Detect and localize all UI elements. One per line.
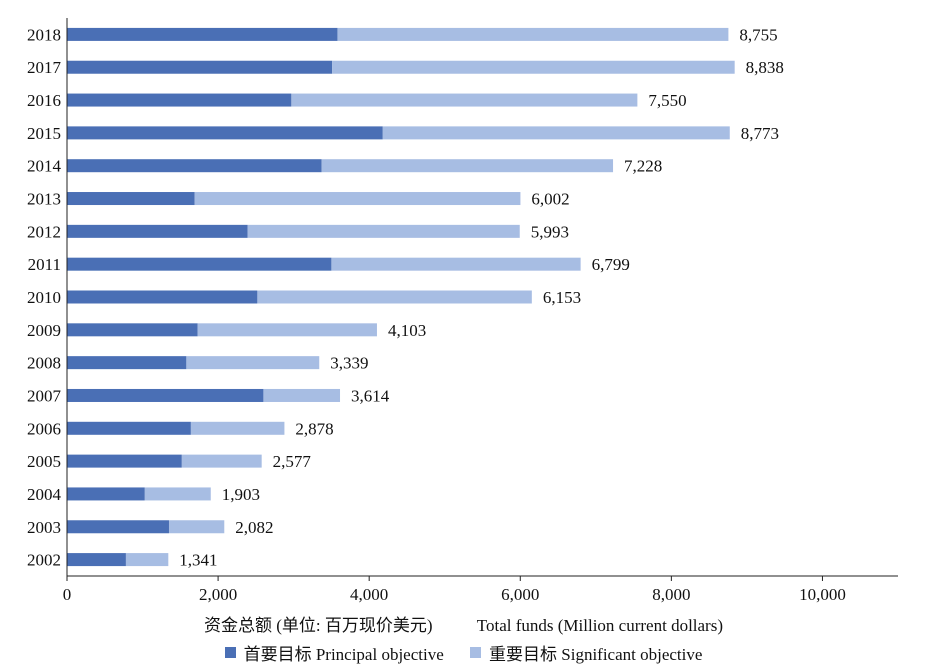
year-label: 2006 bbox=[27, 419, 61, 438]
total-label: 7,228 bbox=[624, 157, 662, 176]
year-label: 2011 bbox=[28, 255, 61, 274]
year-label: 2007 bbox=[27, 386, 62, 405]
year-label: 2008 bbox=[27, 354, 61, 373]
bar-2009-significant bbox=[197, 323, 377, 337]
total-label: 4,103 bbox=[388, 321, 426, 340]
total-label: 1,903 bbox=[222, 485, 260, 504]
bar-2002-significant bbox=[125, 553, 169, 567]
bar-2005-significant bbox=[181, 454, 262, 468]
legend-item-principal: 首要目标 Principal objective bbox=[224, 640, 444, 665]
x-axis-ticks: 0 2,000 4,000 6,000 8,000 10,000 bbox=[63, 576, 846, 604]
bar-2011-significant bbox=[331, 257, 581, 271]
x-axis-label-zh: 资金总额 (单位: 百万现价美元) bbox=[204, 616, 433, 635]
total-label: 2,577 bbox=[273, 452, 312, 471]
total-labels: 8,755 8,838 7,550 8,773 7,228 6,002 5,993 6,799… bbox=[179, 25, 784, 569]
bar-2014-significant bbox=[321, 159, 614, 173]
bar-2004-significant bbox=[144, 487, 211, 501]
year-label: 2017 bbox=[27, 58, 62, 77]
bar-2002-principal bbox=[67, 553, 126, 567]
year-label: 2014 bbox=[27, 157, 62, 176]
year-label: 2004 bbox=[27, 485, 62, 504]
bar-2013-significant bbox=[194, 192, 521, 206]
total-label: 1,341 bbox=[179, 551, 217, 570]
total-label: 6,799 bbox=[592, 255, 630, 274]
bar-2003-significant bbox=[168, 520, 225, 534]
bar-2018-principal bbox=[67, 27, 338, 41]
bar-2015-principal bbox=[67, 126, 383, 140]
bar-2016-principal bbox=[67, 93, 292, 107]
bars-group bbox=[67, 27, 735, 567]
bar-2010-significant bbox=[257, 290, 532, 304]
year-label: 2012 bbox=[27, 222, 61, 241]
x-axis-label: 资金总额 (单位: 百万现价美元) Total funds (Million c… bbox=[0, 611, 927, 636]
bar-2006-significant bbox=[190, 421, 285, 435]
legend-item-significant: 重要目标 Significant objective bbox=[470, 640, 702, 665]
total-label: 8,838 bbox=[746, 58, 784, 77]
year-label: 2013 bbox=[27, 190, 61, 209]
year-label: 2003 bbox=[27, 518, 61, 537]
bar-2005-principal bbox=[67, 454, 182, 468]
bar-2011-principal bbox=[67, 257, 332, 271]
bar-2012-principal bbox=[67, 224, 248, 238]
legend-label-significant: 重要目标 Significant objective bbox=[489, 645, 703, 664]
legend-swatch-principal bbox=[224, 647, 236, 658]
total-label: 6,153 bbox=[543, 288, 581, 307]
year-label: 2002 bbox=[27, 551, 61, 570]
total-label: 8,755 bbox=[739, 25, 777, 44]
bar-2007-significant bbox=[263, 388, 341, 402]
total-label: 6,002 bbox=[531, 190, 569, 209]
bar-2007-principal bbox=[67, 388, 264, 402]
bar-2017-significant bbox=[332, 60, 735, 74]
year-label: 2015 bbox=[27, 124, 61, 143]
x-tick-label: 0 bbox=[63, 585, 72, 604]
x-tick-label: 2,000 bbox=[199, 585, 237, 604]
total-label: 8,773 bbox=[741, 124, 779, 143]
total-label: 2,082 bbox=[235, 518, 273, 537]
bar-2010-principal bbox=[67, 290, 258, 304]
x-axis-label-en: Total funds (Million current dollars) bbox=[476, 616, 723, 635]
x-tick-label: 8,000 bbox=[652, 585, 690, 604]
year-label: 2005 bbox=[27, 452, 61, 471]
bar-2003-principal bbox=[67, 520, 169, 534]
bar-2008-significant bbox=[186, 356, 320, 370]
total-label: 7,550 bbox=[648, 91, 686, 110]
legend-label-principal: 首要目标 Principal objective bbox=[243, 645, 444, 664]
year-label: 2009 bbox=[27, 321, 61, 340]
bar-2008-principal bbox=[67, 356, 187, 370]
bar-2015-significant bbox=[382, 126, 730, 140]
year-label: 2016 bbox=[27, 91, 61, 110]
x-tick-label: 10,000 bbox=[799, 585, 846, 604]
bar-2017-principal bbox=[67, 60, 333, 74]
legend: 首要目标 Principal objective 重要目标 Significan… bbox=[0, 640, 927, 665]
bar-2009-principal bbox=[67, 323, 198, 337]
total-label: 2,878 bbox=[295, 419, 333, 438]
x-tick-label: 4,000 bbox=[350, 585, 388, 604]
bar-2013-principal bbox=[67, 192, 195, 206]
legend-swatch-significant bbox=[470, 647, 482, 658]
year-label: 2018 bbox=[27, 25, 61, 44]
bar-2018-significant bbox=[337, 27, 729, 41]
year-labels: 2018 2017 2016 2015 2014 2013 2012 2011 2010 2009… bbox=[27, 25, 62, 569]
year-label: 2010 bbox=[27, 288, 61, 307]
total-label: 3,614 bbox=[351, 386, 390, 405]
x-tick-label: 6,000 bbox=[501, 585, 539, 604]
bar-2006-principal bbox=[67, 421, 191, 435]
bar-2016-significant bbox=[291, 93, 638, 107]
bar-2004-principal bbox=[67, 487, 145, 501]
bar-2014-principal bbox=[67, 159, 322, 173]
total-label: 3,339 bbox=[330, 354, 368, 373]
bar-2012-significant bbox=[247, 224, 520, 238]
total-label: 5,993 bbox=[531, 222, 569, 241]
